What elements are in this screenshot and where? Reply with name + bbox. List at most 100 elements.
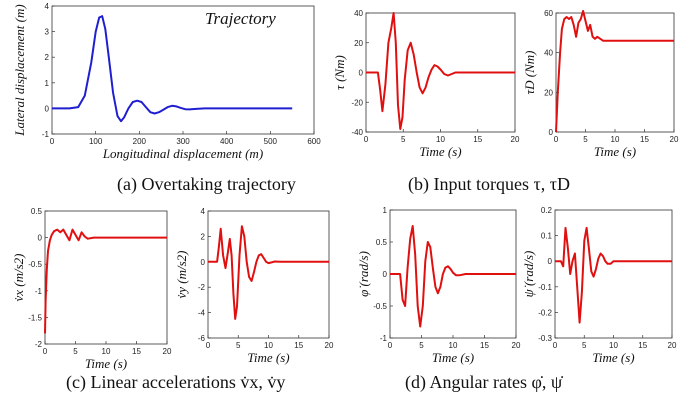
series-line	[208, 225, 329, 320]
y-tick-label: 2	[45, 53, 50, 62]
y-tick-label: -6	[198, 334, 206, 343]
x-tick-label: 0	[553, 341, 558, 350]
x-tick-label: 10	[449, 341, 458, 350]
y-tick-label: -4	[198, 309, 206, 318]
y-tick-label: 0	[201, 258, 206, 267]
psi-dot-plot: 0 5 10 15 20 -0.3 -0.2 -0.1 0 0.1 0.2 Time (s) ψ̇ (r…	[521, 206, 677, 365]
x-axis-label: Time (s)	[419, 144, 461, 159]
x-tick-label: 15	[480, 341, 489, 350]
y-tick-label: 0	[45, 104, 50, 113]
x-tick-label: 500	[264, 137, 278, 146]
y-axis-label: ψ̇ (rad/s)	[521, 251, 536, 298]
caption-d: (d) Angular rates φ̇, ψ̇	[405, 372, 563, 393]
series-line	[390, 225, 516, 328]
y-tick-label: 0	[38, 234, 43, 243]
tau-d-plot: 0 5 10 15 20 0 20 40 60 Time (s) τD (Nm)	[522, 9, 679, 159]
x-tick-label: 15	[640, 135, 649, 144]
y-tick-label: -2	[198, 283, 206, 292]
y-axis-label: φ̇ (rad/s)	[356, 251, 371, 297]
y-tick-label: 2	[201, 232, 206, 241]
y-tick-label: 0	[548, 257, 553, 266]
x-tick-label: 0	[43, 347, 48, 356]
y-tick-label: 0	[383, 270, 388, 279]
x-tick-label: 600	[307, 137, 321, 146]
y-tick-label: 3	[45, 28, 50, 37]
x-tick-label: 10	[102, 347, 111, 356]
x-axis-label: Time (s)	[85, 356, 127, 371]
x-tick-label: 10	[264, 341, 273, 350]
y-tick-label: -20	[351, 98, 363, 107]
x-tick-label: 5	[236, 341, 241, 350]
x-tick-label: 20	[670, 135, 679, 144]
series-line	[44, 228, 167, 334]
x-tick-label: 200	[133, 137, 147, 146]
series-line	[555, 10, 674, 133]
caption-c: (c) Linear accelerations v̇x, v̇y	[66, 372, 285, 393]
y-axis-label: v̇x (m/s2)	[11, 253, 26, 301]
x-tick-label: 10	[609, 341, 618, 350]
caption-a: (a) Overtaking trajectory	[117, 174, 296, 195]
chart-title: Trajectory	[205, 9, 276, 28]
caption-b: (b) Input torques τ, τD	[408, 174, 570, 195]
y-tick-label: 1	[383, 206, 388, 215]
phi-dot-plot: 0 5 10 15 20 -1 -0.5 0 0.5 1 Time (s) φ̇ (rad/s)	[356, 206, 521, 365]
vy-dot-plot: 0 5 10 15 20 -6 -4 -2 0 2 4 Time (s) v̇y (m/s2)	[174, 207, 334, 365]
x-tick-label: 20	[325, 341, 334, 350]
x-tick-label: 0	[388, 341, 393, 350]
y-tick-label: -0.5	[28, 260, 42, 269]
plot-frame	[207, 210, 330, 339]
y-tick-label: -1	[380, 334, 388, 343]
y-tick-label: -2	[35, 340, 43, 349]
x-tick-label: 20	[668, 341, 677, 350]
x-tick-label: 10	[436, 135, 445, 144]
y-axis-label: Lateral displacement (m)	[12, 4, 27, 136]
y-tick-label: -0.5	[373, 302, 387, 311]
x-axis-label: Time (s)	[594, 144, 636, 159]
x-tick-label: 300	[176, 137, 190, 146]
y-tick-label: 0.1	[541, 232, 553, 241]
x-tick-label: 5	[419, 341, 424, 350]
y-tick-label: -40	[351, 128, 363, 137]
x-tick-label: 5	[583, 135, 588, 144]
x-tick-label: 5	[73, 347, 78, 356]
x-axis-label: Longitudinal displacement (m)	[102, 146, 263, 161]
plot-frame	[555, 12, 675, 133]
y-tick-label: 40	[354, 9, 363, 18]
vx-dot-plot: 0 5 10 15 20 -2 -1.5 -1 -0.5 0 0.5 Time (s) v̇x (m/s…	[11, 207, 172, 371]
y-tick-label: 60	[544, 9, 553, 18]
x-tick-label: 100	[89, 137, 103, 146]
y-axis-label: v̇y (m/s2)	[174, 250, 189, 298]
y-tick-label: 0	[549, 128, 554, 137]
x-tick-label: 0	[50, 137, 55, 146]
y-tick-label: 0	[359, 69, 364, 78]
plot-frame	[554, 209, 673, 339]
y-tick-label: 40	[544, 49, 553, 58]
x-tick-label: 15	[473, 135, 482, 144]
y-tick-label: -1	[35, 287, 43, 296]
y-tick-label: 4	[201, 207, 206, 216]
y-tick-label: 20	[354, 39, 363, 48]
y-tick-label: 0.5	[31, 207, 43, 216]
series-line	[555, 226, 672, 324]
x-tick-label: 15	[132, 347, 141, 356]
x-tick-label: 10	[611, 135, 620, 144]
x-tick-label: 5	[401, 135, 406, 144]
y-tick-label: 0.5	[376, 238, 388, 247]
x-axis-label: Time (s)	[247, 350, 289, 365]
x-axis-label: Time (s)	[592, 350, 634, 365]
x-tick-label: 20	[512, 341, 521, 350]
x-axis-label: Time (s)	[432, 350, 474, 365]
y-tick-label: -0.2	[538, 308, 552, 317]
y-tick-label: -1	[42, 130, 50, 139]
tau-plot: 0 5 10 15 20 -40 -20 0 20 40 Time (s) τ (Nm)	[332, 9, 520, 159]
series-line	[52, 15, 293, 123]
y-axis-label: τ (Nm)	[332, 55, 347, 90]
y-tick-label: 20	[544, 88, 553, 97]
y-tick-label: 4	[45, 2, 50, 11]
x-tick-label: 15	[294, 341, 303, 350]
x-tick-label: 20	[511, 135, 520, 144]
y-tick-label: 0.2	[541, 206, 553, 215]
series-line	[366, 12, 515, 130]
x-tick-label: 20	[163, 347, 172, 356]
